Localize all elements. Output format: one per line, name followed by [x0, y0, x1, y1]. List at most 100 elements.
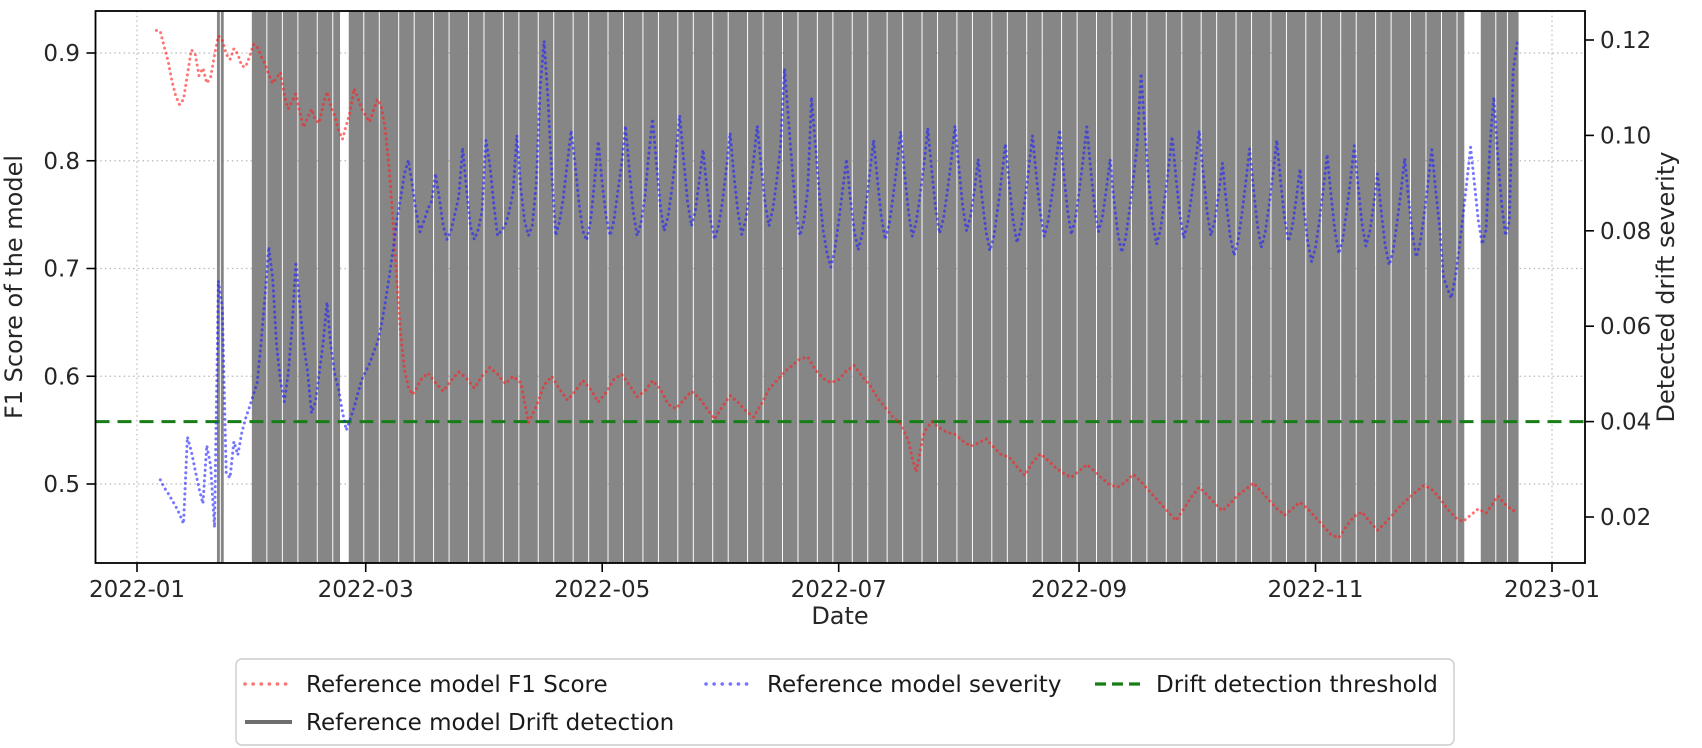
- drift-detection-band: [678, 11, 693, 563]
- drift-detection-band: [1480, 11, 1496, 563]
- drift-detection-band: [399, 11, 414, 563]
- drift-detection-band: [1457, 11, 1465, 563]
- drift-detection-band: [1507, 11, 1519, 563]
- drift-detection-band: [503, 11, 519, 563]
- left-axis-title: F1 Score of the model: [0, 155, 28, 419]
- series-left: [154, 28, 1519, 540]
- legend-label-severity: Reference model severity: [767, 672, 1061, 698]
- drift-detection-band: [364, 11, 379, 563]
- svg-text:0.7: 0.7: [43, 257, 80, 283]
- drift-detection-band: [1356, 11, 1376, 563]
- drift-detection-band: [1376, 11, 1391, 563]
- drift-detection-band: [922, 11, 938, 563]
- drift-detection-band: [1096, 11, 1112, 563]
- drift-detection-band: [833, 11, 852, 563]
- drift-detection-band: [1321, 11, 1341, 563]
- drift-detection-band: [589, 11, 608, 563]
- drift-detection-band: [1062, 11, 1077, 563]
- svg-text:0.06: 0.06: [1600, 314, 1651, 340]
- drift-detection-band: [348, 11, 364, 563]
- drift-detection-band: [1182, 11, 1201, 563]
- svg-text:2022-07: 2022-07: [791, 577, 887, 603]
- drift-detection-band: [1236, 11, 1252, 563]
- axis-ticks: [86, 39, 1594, 572]
- drift-detection-band: [693, 11, 713, 563]
- svg-text:0.04: 0.04: [1600, 410, 1651, 436]
- svg-text:2022-05: 2022-05: [554, 577, 650, 603]
- plot-spines: [94, 10, 1586, 564]
- drift-detection-band: [1027, 11, 1042, 563]
- svg-text:2022-11: 2022-11: [1267, 577, 1363, 603]
- drift-detection-band: [1426, 11, 1442, 563]
- legend: Reference model F1 Score Reference model…: [235, 658, 1455, 746]
- drift-detection-band: [798, 11, 817, 563]
- drift-detection-band: [1286, 11, 1306, 563]
- drift-detection-band: [434, 11, 449, 563]
- svg-text:0.08: 0.08: [1600, 219, 1651, 245]
- drift-detection-band: [957, 11, 972, 563]
- drift-detection-band: [1496, 11, 1507, 563]
- drift-detection-band: [992, 11, 1007, 563]
- drift-detection-band: [1271, 11, 1286, 563]
- drift-detection-band: [1391, 11, 1411, 563]
- svg-text:0.6: 0.6: [43, 364, 80, 390]
- svg-text:0.10: 0.10: [1600, 123, 1651, 149]
- drift-detection-band: [251, 11, 267, 563]
- svg-text:2022-09: 2022-09: [1031, 577, 1127, 603]
- drift-detection-band: [1007, 11, 1027, 563]
- svg-text:0.9: 0.9: [43, 41, 80, 67]
- drift-detection-band: [519, 11, 538, 563]
- drift-detection-band: [852, 11, 868, 563]
- svg-text:0.8: 0.8: [43, 149, 80, 175]
- drift-detection-bands: [216, 11, 1519, 563]
- legend-label-f1: Reference model F1 Score: [306, 672, 608, 698]
- svg-text:0.5: 0.5: [43, 472, 80, 498]
- drift-detection-band: [868, 11, 887, 563]
- drift-detection-band: [658, 11, 678, 563]
- drift-detection-band: [1147, 11, 1166, 563]
- drift-detection-band: [713, 11, 728, 563]
- drift-detection-band: [972, 11, 992, 563]
- drift-detection-band: [1201, 11, 1217, 563]
- drift-detection-band: [903, 11, 922, 563]
- drift-detection-band: [267, 11, 282, 563]
- legend-box: [235, 658, 1455, 746]
- drift-detection-band: [573, 11, 589, 563]
- right-axis-title: Detected drift severity: [1652, 152, 1680, 423]
- drift-detection-band: [484, 11, 503, 563]
- drift-detection-band: [1341, 11, 1356, 563]
- drift-detection-band: [817, 11, 833, 563]
- drift-detection-band: [782, 11, 798, 563]
- drift-detection-band: [1042, 11, 1062, 563]
- drift-detection-band: [728, 11, 748, 563]
- drift-detection-band: [1166, 11, 1182, 563]
- drift-detection-band: [1217, 11, 1236, 563]
- drift-detection-band: [1442, 11, 1457, 563]
- svg-text:2022-01: 2022-01: [89, 577, 185, 603]
- drift-detection-band: [449, 11, 468, 563]
- legend-label-threshold: Drift detection threshold: [1156, 672, 1438, 698]
- drift-detection-band: [1252, 11, 1271, 563]
- svg-text:2023-01: 2023-01: [1504, 577, 1600, 603]
- series-right: [158, 39, 1519, 529]
- drift-detection-band: [220, 11, 224, 563]
- drift-detection-band: [298, 11, 317, 563]
- drift-detection-band: [763, 11, 782, 563]
- drift-detection-band: [643, 11, 658, 563]
- svg-text:2022-03: 2022-03: [318, 577, 414, 603]
- drift-detection-band: [1410, 11, 1426, 563]
- drift-detection-band: [748, 11, 763, 563]
- svg-text:0.12: 0.12: [1600, 28, 1651, 54]
- drift-detection-band: [608, 11, 624, 563]
- drift-detection-band: [1131, 11, 1147, 563]
- drift-detection-band: [624, 11, 643, 563]
- drift-detection-band: [333, 11, 341, 563]
- drift-detection-band: [317, 11, 333, 563]
- drift-detection-band: [938, 11, 957, 563]
- svg-text:0.02: 0.02: [1600, 505, 1651, 531]
- legend-label-detection: Reference model Drift detection: [306, 710, 674, 736]
- drift-detection-band: [554, 11, 573, 563]
- drift-detection-band: [887, 11, 903, 563]
